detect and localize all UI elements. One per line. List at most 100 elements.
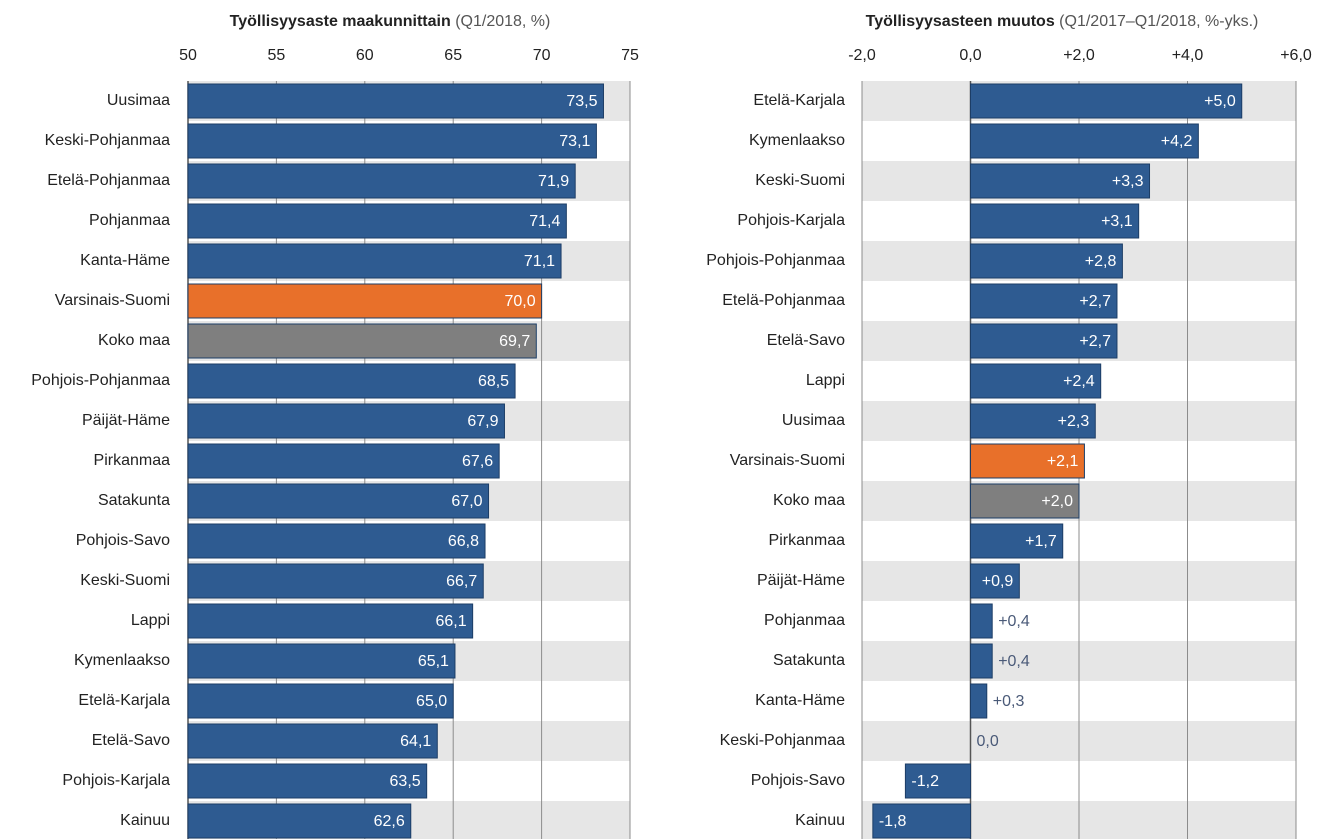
- value-label: +1,7: [1025, 533, 1057, 550]
- bar: [187, 203, 567, 239]
- category-label: Päijät-Häme: [757, 572, 845, 589]
- value-label: 62,6: [374, 813, 405, 830]
- bar: [187, 803, 412, 839]
- bar: [187, 123, 597, 159]
- category-label: Pirkanmaa: [769, 532, 846, 549]
- bar: [970, 603, 993, 639]
- value-label: +2,7: [1079, 293, 1111, 310]
- subtitle: (Q1/2017–Q1/2018, %-yks.): [1059, 13, 1258, 30]
- bar: [970, 83, 1243, 119]
- value-label: 71,1: [524, 253, 555, 270]
- value-label: +2,1: [1047, 453, 1079, 470]
- value-label: 66,7: [446, 573, 477, 590]
- value-label: +3,1: [1101, 213, 1133, 230]
- value-label: +2,7: [1079, 333, 1111, 350]
- bar: [187, 243, 562, 279]
- bar: [187, 323, 537, 359]
- category-label: Pohjois-Pohjanmaa: [31, 372, 170, 389]
- value-label: +0,4: [998, 653, 1030, 670]
- value-label: +2,4: [1063, 373, 1095, 390]
- bar: [187, 483, 490, 519]
- category-label: Kanta-Häme: [755, 692, 845, 709]
- value-label: 67,6: [462, 453, 493, 470]
- bar: [187, 443, 500, 479]
- value-label: +0,3: [993, 693, 1025, 710]
- category-label: Lappi: [806, 372, 845, 389]
- category-label: Pohjanmaa: [89, 212, 170, 229]
- bar: [970, 523, 1064, 559]
- bar: [187, 683, 454, 719]
- category-label: Etelä-Savo: [767, 332, 845, 349]
- bar: [970, 363, 1102, 399]
- category-label: Pohjois-Savo: [76, 532, 170, 549]
- bar: [970, 483, 1080, 519]
- category-label: Satakunta: [98, 492, 170, 509]
- value-label: +2,0: [1041, 493, 1073, 510]
- category-label: Etelä-Pohjanmaa: [722, 292, 845, 309]
- x-tick-label: -2,0: [848, 47, 876, 64]
- chart-title: Työllisyysasteen muutos (Q1/2017–Q1/2018…: [866, 13, 1259, 30]
- bar: [187, 283, 543, 319]
- category-label: Varsinais-Suomi: [55, 292, 170, 309]
- category-label: Etelä-Savo: [92, 732, 170, 749]
- category-label: Etelä-Pohjanmaa: [47, 172, 170, 189]
- value-label: +3,3: [1112, 173, 1144, 190]
- category-label: Keski-Pohjanmaa: [720, 732, 846, 749]
- value-label: 67,0: [451, 493, 482, 510]
- category-label: Lappi: [131, 612, 170, 629]
- value-label: -1,8: [879, 813, 907, 830]
- value-label: 65,0: [416, 693, 447, 710]
- value-label: 73,5: [566, 93, 597, 110]
- value-label: -1,2: [911, 773, 939, 790]
- value-label: 65,1: [418, 653, 449, 670]
- x-tick-label: 50: [179, 47, 197, 64]
- category-label: Keski-Suomi: [755, 172, 845, 189]
- bar: [872, 803, 971, 839]
- bar: [187, 723, 438, 759]
- category-label: Pohjois-Pohjanmaa: [706, 252, 845, 269]
- bar: [970, 643, 993, 679]
- x-tick-label: 0,0: [959, 47, 981, 64]
- bar: [187, 603, 474, 639]
- chart-title: Työllisyysaste maakunnittain (Q1/2018, %…: [230, 13, 551, 30]
- x-tick-label: 70: [533, 47, 551, 64]
- value-label: +2,3: [1058, 413, 1090, 430]
- category-label: Uusimaa: [107, 92, 170, 109]
- value-label: 66,8: [448, 533, 479, 550]
- value-label: +0,4: [998, 613, 1030, 630]
- bar: [187, 363, 516, 399]
- bar: [970, 163, 1151, 199]
- category-label: Etelä-Karjala: [753, 92, 845, 109]
- bar: [970, 283, 1118, 319]
- x-tick-label: +4,0: [1172, 47, 1204, 64]
- bar: [970, 323, 1118, 359]
- value-label: 0,0: [977, 733, 999, 750]
- value-label: 68,5: [478, 373, 509, 390]
- category-label: Kymenlaakso: [74, 652, 170, 669]
- bar: [970, 203, 1140, 239]
- value-label: 66,1: [436, 613, 467, 630]
- bar: [970, 123, 1199, 159]
- title: Työllisyysasteen muutos: [866, 13, 1055, 30]
- value-label: +4,2: [1161, 133, 1193, 150]
- bar: [187, 403, 505, 439]
- subtitle: (Q1/2018, %): [455, 13, 550, 30]
- x-tick-label: +2,0: [1063, 47, 1095, 64]
- category-label: Pohjois-Karjala: [62, 772, 170, 789]
- value-label: 63,5: [390, 773, 421, 790]
- bar: [970, 403, 1096, 439]
- x-tick-label: +6,0: [1280, 47, 1312, 64]
- x-tick-label: 60: [356, 47, 374, 64]
- bar: [187, 763, 428, 799]
- category-label: Keski-Pohjanmaa: [45, 132, 171, 149]
- category-label: Satakunta: [773, 652, 845, 669]
- value-label: 73,1: [559, 133, 590, 150]
- category-label: Kymenlaakso: [749, 132, 845, 149]
- bar: [187, 83, 604, 119]
- category-label: Keski-Suomi: [80, 572, 170, 589]
- category-label: Kanta-Häme: [80, 252, 170, 269]
- value-label: 69,7: [499, 333, 530, 350]
- category-label: Koko maa: [773, 492, 845, 509]
- value-label: 70,0: [504, 293, 535, 310]
